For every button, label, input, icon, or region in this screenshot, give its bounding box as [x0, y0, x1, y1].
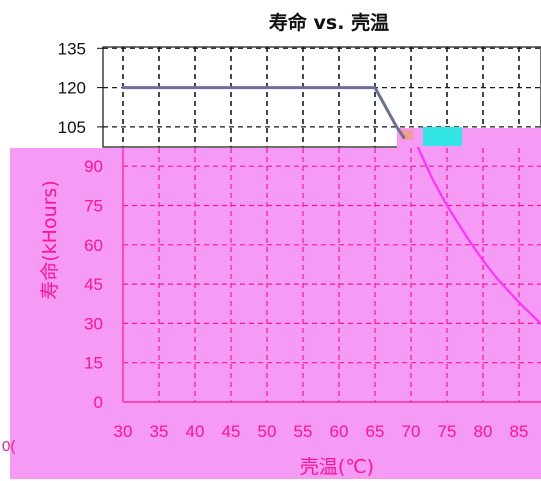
x-tick-label: 85 [510, 422, 529, 441]
x-ticks: 30 35 40 45 50 55 60 65 70 75 80 85 [114, 422, 529, 441]
fragment-text: 0( [2, 438, 15, 455]
y-axis-label: 寿命(kHours) [39, 180, 61, 300]
lower-y-tick-label: 0 [94, 393, 103, 412]
x-tick-label: 30 [114, 422, 133, 441]
series-line-2 [417, 146, 541, 325]
upper-y-tick-label: 120 [58, 79, 86, 98]
lower-y-tick-label: 45 [84, 275, 103, 294]
x-tick-label: 35 [150, 422, 169, 441]
orange-patch [401, 130, 413, 140]
upper-plot: 135 120 105 [58, 39, 541, 148]
x-tick-label: 50 [258, 422, 277, 441]
chart-title: 寿命 vs. 壳温 [269, 11, 389, 34]
x-tick-label: 65 [366, 422, 385, 441]
series-line-1 [121, 86, 406, 139]
x-tick-label: 45 [222, 422, 241, 441]
lower-y-ticks: 90 75 60 45 30 15 0 [84, 157, 103, 412]
cyan-patch [423, 127, 462, 146]
pink-plot-area [123, 148, 541, 402]
lower-y-tick-label: 15 [84, 354, 103, 373]
lower-y-tick-label: 30 [84, 314, 103, 333]
pink-overlay-plot: 90 75 60 45 30 15 0 30 35 40 45 50 55 60 65 70 75 80 85 壳… [2, 127, 541, 479]
pink-grid [123, 148, 541, 402]
lower-y-tick-label: 60 [84, 236, 103, 255]
x-tick-label: 80 [474, 422, 493, 441]
x-axis-label: 壳温(℃) [300, 456, 374, 478]
x-tick-label: 40 [186, 422, 205, 441]
lower-y-tick-label: 90 [84, 157, 103, 176]
x-tick-label: 55 [294, 422, 313, 441]
upper-y-ticks: 135 120 105 [58, 39, 103, 137]
lower-y-tick-label: 75 [84, 197, 103, 216]
series-layer [121, 86, 541, 325]
x-tick-label: 60 [330, 422, 349, 441]
x-tick-label: 75 [438, 422, 457, 441]
upper-y-tick-label: 105 [58, 118, 86, 137]
x-tick-label: 70 [402, 422, 421, 441]
pink-panel-top-right [397, 128, 541, 148]
upper-y-tick-label: 135 [58, 39, 86, 58]
